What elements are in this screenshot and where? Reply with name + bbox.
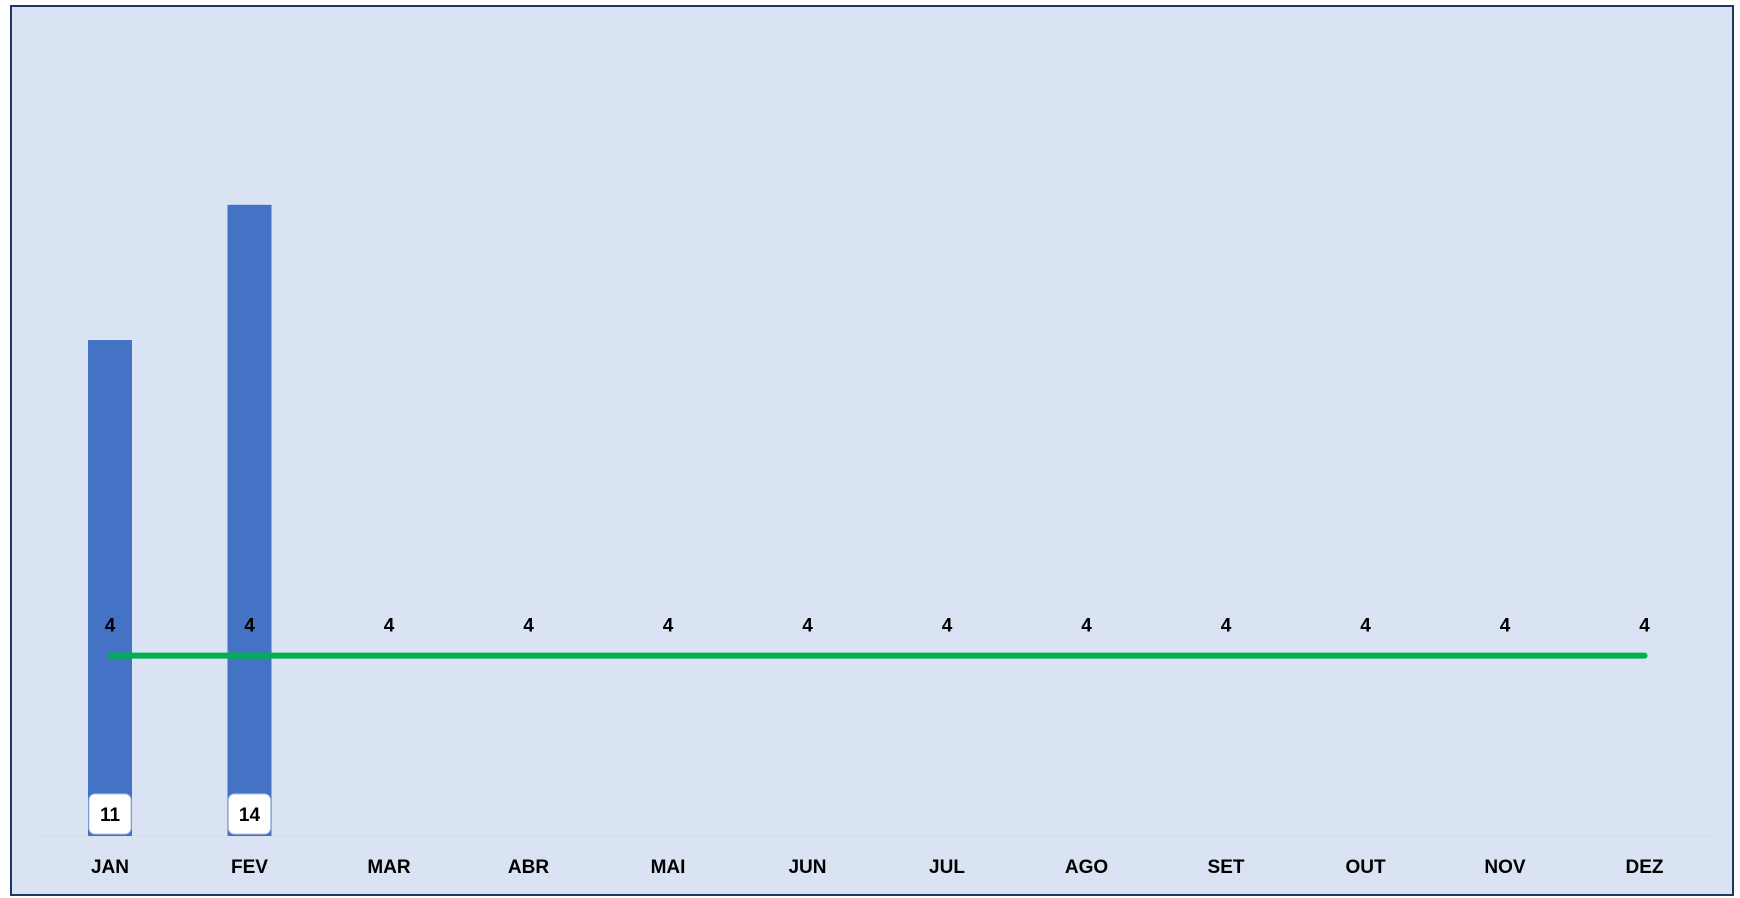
line-data-label-nov: 4 (1500, 616, 1511, 637)
x-tick-ago: AGO (1065, 857, 1108, 878)
bar-label-box-fev (228, 793, 271, 835)
line-data-label-dez: 4 (1639, 616, 1650, 637)
line-data-label-fev: 4 (244, 616, 255, 637)
labels-layer: 4 4 4 4 4 4 4 4 4 4 4 4 11 14 (88, 616, 1650, 835)
x-tick-dez: DEZ (1626, 857, 1664, 878)
x-tick-fev: FEV (231, 857, 268, 878)
chart-svg: 4 4 4 4 4 4 4 4 4 4 4 4 11 14 JAN FEV MAR ABR MAI JUN JUL AG… (12, 7, 1732, 894)
x-tick-labels: JAN FEV MAR ABR MAI JUN JUL AGO SET OUT NOV DEZ (91, 857, 1664, 878)
line-data-label-jun: 4 (802, 616, 813, 637)
line-data-label-mai: 4 (663, 616, 674, 637)
chart-background (12, 7, 1732, 894)
line-data-label-ago: 4 (1081, 616, 1092, 637)
bar-label-box-jan (88, 793, 132, 835)
x-tick-mai: MAI (651, 857, 686, 878)
x-tick-mar: MAR (367, 857, 411, 878)
x-tick-abr: ABR (508, 857, 549, 878)
bar-data-label-jan: 11 (100, 805, 121, 826)
chart-frame: 4 4 4 4 4 4 4 4 4 4 4 4 11 14 JAN FEV MAR ABR MAI JUN JUL AG… (10, 5, 1734, 896)
line-data-label-out: 4 (1360, 616, 1371, 637)
x-tick-nov: NOV (1484, 857, 1526, 878)
bars-layer (88, 204, 272, 837)
line-data-label-jan: 4 (105, 616, 116, 637)
x-tick-out: OUT (1345, 857, 1386, 878)
x-tick-jan: JAN (91, 857, 129, 878)
bar-fev (227, 204, 272, 837)
x-tick-jun: JUN (788, 857, 826, 878)
x-tick-jul: JUL (929, 857, 965, 878)
line-data-label-jul: 4 (942, 616, 953, 637)
bar-data-label-fev: 14 (239, 805, 261, 826)
bar-jan (88, 340, 132, 836)
line-data-label-set: 4 (1221, 616, 1232, 637)
line-data-label-mar: 4 (384, 616, 395, 637)
x-tick-set: SET (1208, 857, 1245, 878)
line-data-label-abr: 4 (523, 616, 534, 637)
